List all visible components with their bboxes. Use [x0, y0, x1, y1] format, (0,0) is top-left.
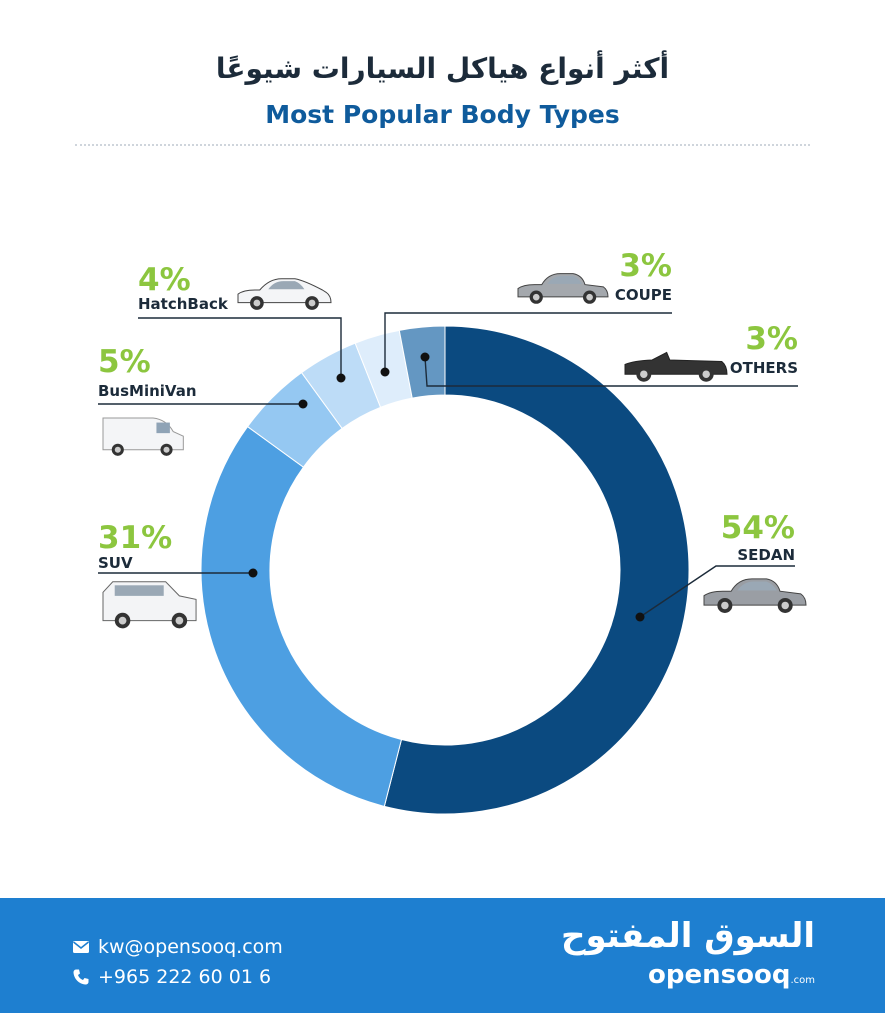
convertible-car-icon [624, 351, 728, 382]
leader-line-hatchback [138, 317, 342, 378]
leader-dot-coupe [380, 367, 390, 377]
phone-icon [72, 968, 90, 986]
hatchback-car-icon [237, 278, 332, 310]
category-label-hatchback: HatchBack [138, 295, 229, 313]
phone-contact[interactable]: +965 222 60 01 6 [72, 966, 271, 988]
leader-dot-hatchback [336, 373, 346, 383]
email-contact[interactable]: kw@opensooq.com [72, 936, 283, 958]
category-label-sedan: SEDAN [737, 546, 795, 564]
category-label-coupe: COUPE [615, 286, 672, 304]
category-label-suv: SUV [98, 554, 133, 572]
donut-chart: 54%SEDAN 31%SUV 5% BusMiniVan 4%HatchBack 3% C… [98, 248, 807, 815]
percent-label-suv: 31% [98, 520, 172, 556]
donut-slice-others [398, 325, 446, 399]
logo-english-text: opensooq [648, 960, 791, 990]
leader-line-sedan [639, 565, 795, 618]
percent-label-sedan: 54% [721, 510, 795, 546]
percent-label-hatchback: 4% [138, 262, 191, 298]
percent-label-others: 3% [745, 321, 798, 357]
leader-dot-others [420, 352, 430, 362]
dotted-divider [75, 144, 810, 146]
footer: kw@opensooq.com +965 222 60 01 6 السوق ا… [0, 898, 885, 1013]
email-text: kw@opensooq.com [98, 936, 283, 958]
leader-dot-sedan [635, 612, 645, 622]
donut-slice-sedan [383, 325, 690, 815]
leader-dot-busminivan [298, 399, 308, 409]
leader-line-others [424, 356, 798, 387]
minivan-icon [102, 417, 184, 456]
leader-line-coupe [384, 312, 672, 372]
leader-dot-suv [248, 568, 258, 578]
title-arabic: أكثر أنواع هياكل السيارات شيوعًا [215, 52, 670, 85]
phone-text: +965 222 60 01 6 [98, 966, 272, 988]
title-english: Most Popular Body Types [265, 100, 620, 129]
mail-icon [72, 938, 90, 956]
suv-car-icon [102, 581, 197, 629]
sedan-car-icon [703, 578, 807, 613]
category-label-others: OTHERS [730, 359, 798, 377]
percent-label-busminivan: 5% [98, 344, 151, 380]
category-label-busminivan: BusMiniVan [98, 382, 197, 400]
logo-suffix: .com [790, 975, 815, 986]
logo-english: opensooq.com [648, 960, 815, 990]
logo-arabic: السوق المفتوح [561, 916, 815, 956]
donut-slice-suv [200, 425, 403, 807]
percent-label-coupe: 3% [619, 248, 672, 284]
coupe-car-icon [517, 273, 609, 304]
